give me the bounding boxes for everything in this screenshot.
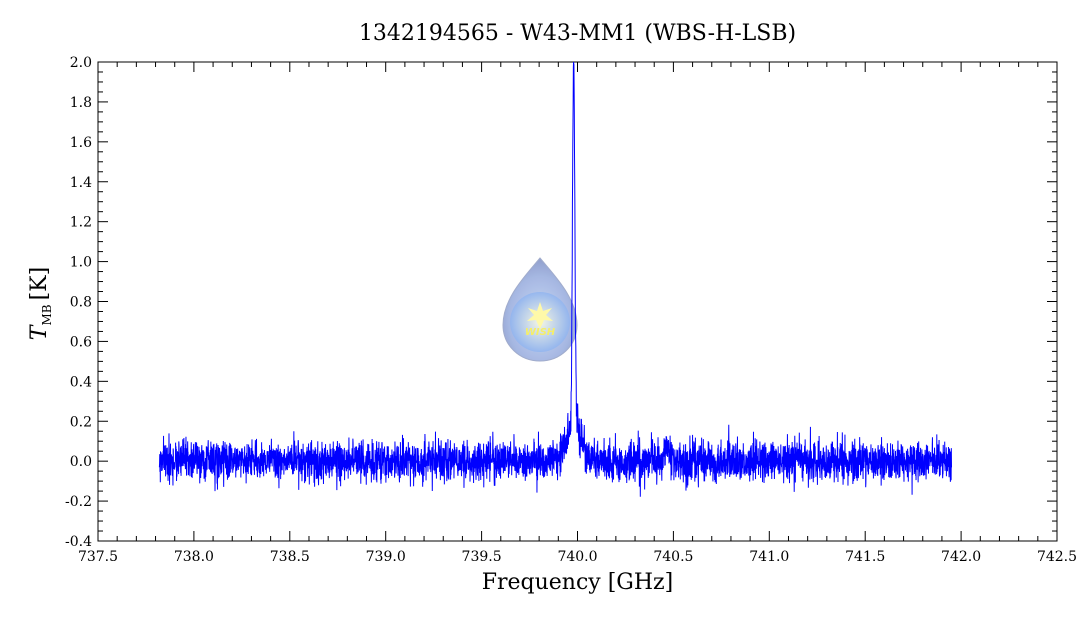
- x-tick-label: 741.5: [845, 549, 885, 565]
- x-tick-label: 742.5: [1037, 549, 1077, 565]
- y-tick-label: 0.8: [70, 295, 92, 311]
- wish-droplet-logo: WISH: [502, 257, 578, 362]
- y-axis-label: TMB [K]: [27, 267, 54, 340]
- x-axis: 737.5 738.0 738.5 739.0 739.5 740.0 740.5 741.0…: [78, 62, 1077, 565]
- y-tick-label: 0.6: [70, 334, 92, 350]
- x-tick-label: 739.0: [366, 549, 406, 565]
- x-axis-label: Frequency [GHz]: [482, 570, 674, 595]
- y-tick-label: 0.4: [70, 374, 92, 390]
- spectrum-line: [158, 61, 953, 497]
- y-axis-label-subscript: MB: [40, 304, 54, 325]
- y-tick-label: -0.2: [65, 494, 92, 510]
- y-tick-label: 1.8: [70, 95, 92, 111]
- x-tick-label: 742.0: [941, 549, 981, 565]
- y-tick-label: 1.6: [70, 135, 92, 151]
- x-tick-label: 740.5: [653, 549, 693, 565]
- y-axis: -0.4 -0.2 0.0 0.2 0.4 0.6 0.8 1.0 1.2 1.4 1.6 1.8 2.…: [65, 55, 1057, 550]
- y-tick-label: -0.4: [65, 534, 92, 550]
- x-tick-label: 739.5: [462, 549, 502, 565]
- y-tick-label: 1.4: [70, 175, 92, 191]
- y-tick-label: 1.0: [70, 255, 92, 271]
- x-tick-label: 738.0: [174, 549, 214, 565]
- x-tick-label: 740.0: [557, 549, 597, 565]
- chart-title: 1342194565 - W43-MM1 (WBS-H-LSB): [359, 21, 796, 46]
- y-axis-label-symbol: T: [27, 323, 52, 340]
- x-tick-label: 737.5: [78, 549, 118, 565]
- y-tick-label: 1.2: [70, 215, 92, 231]
- x-tick-label: 738.5: [270, 549, 310, 565]
- y-axis-label-unit: [K]: [27, 267, 52, 301]
- logo-text: WISH: [525, 327, 556, 338]
- y-axis-label-text: TMB [K]: [27, 267, 54, 340]
- y-tick-label: 0.0: [70, 454, 92, 470]
- y-tick-label: 0.2: [70, 414, 92, 430]
- y-tick-label: 2.0: [70, 55, 92, 71]
- series-layer: [158, 61, 953, 497]
- x-tick-label: 741.0: [749, 549, 789, 565]
